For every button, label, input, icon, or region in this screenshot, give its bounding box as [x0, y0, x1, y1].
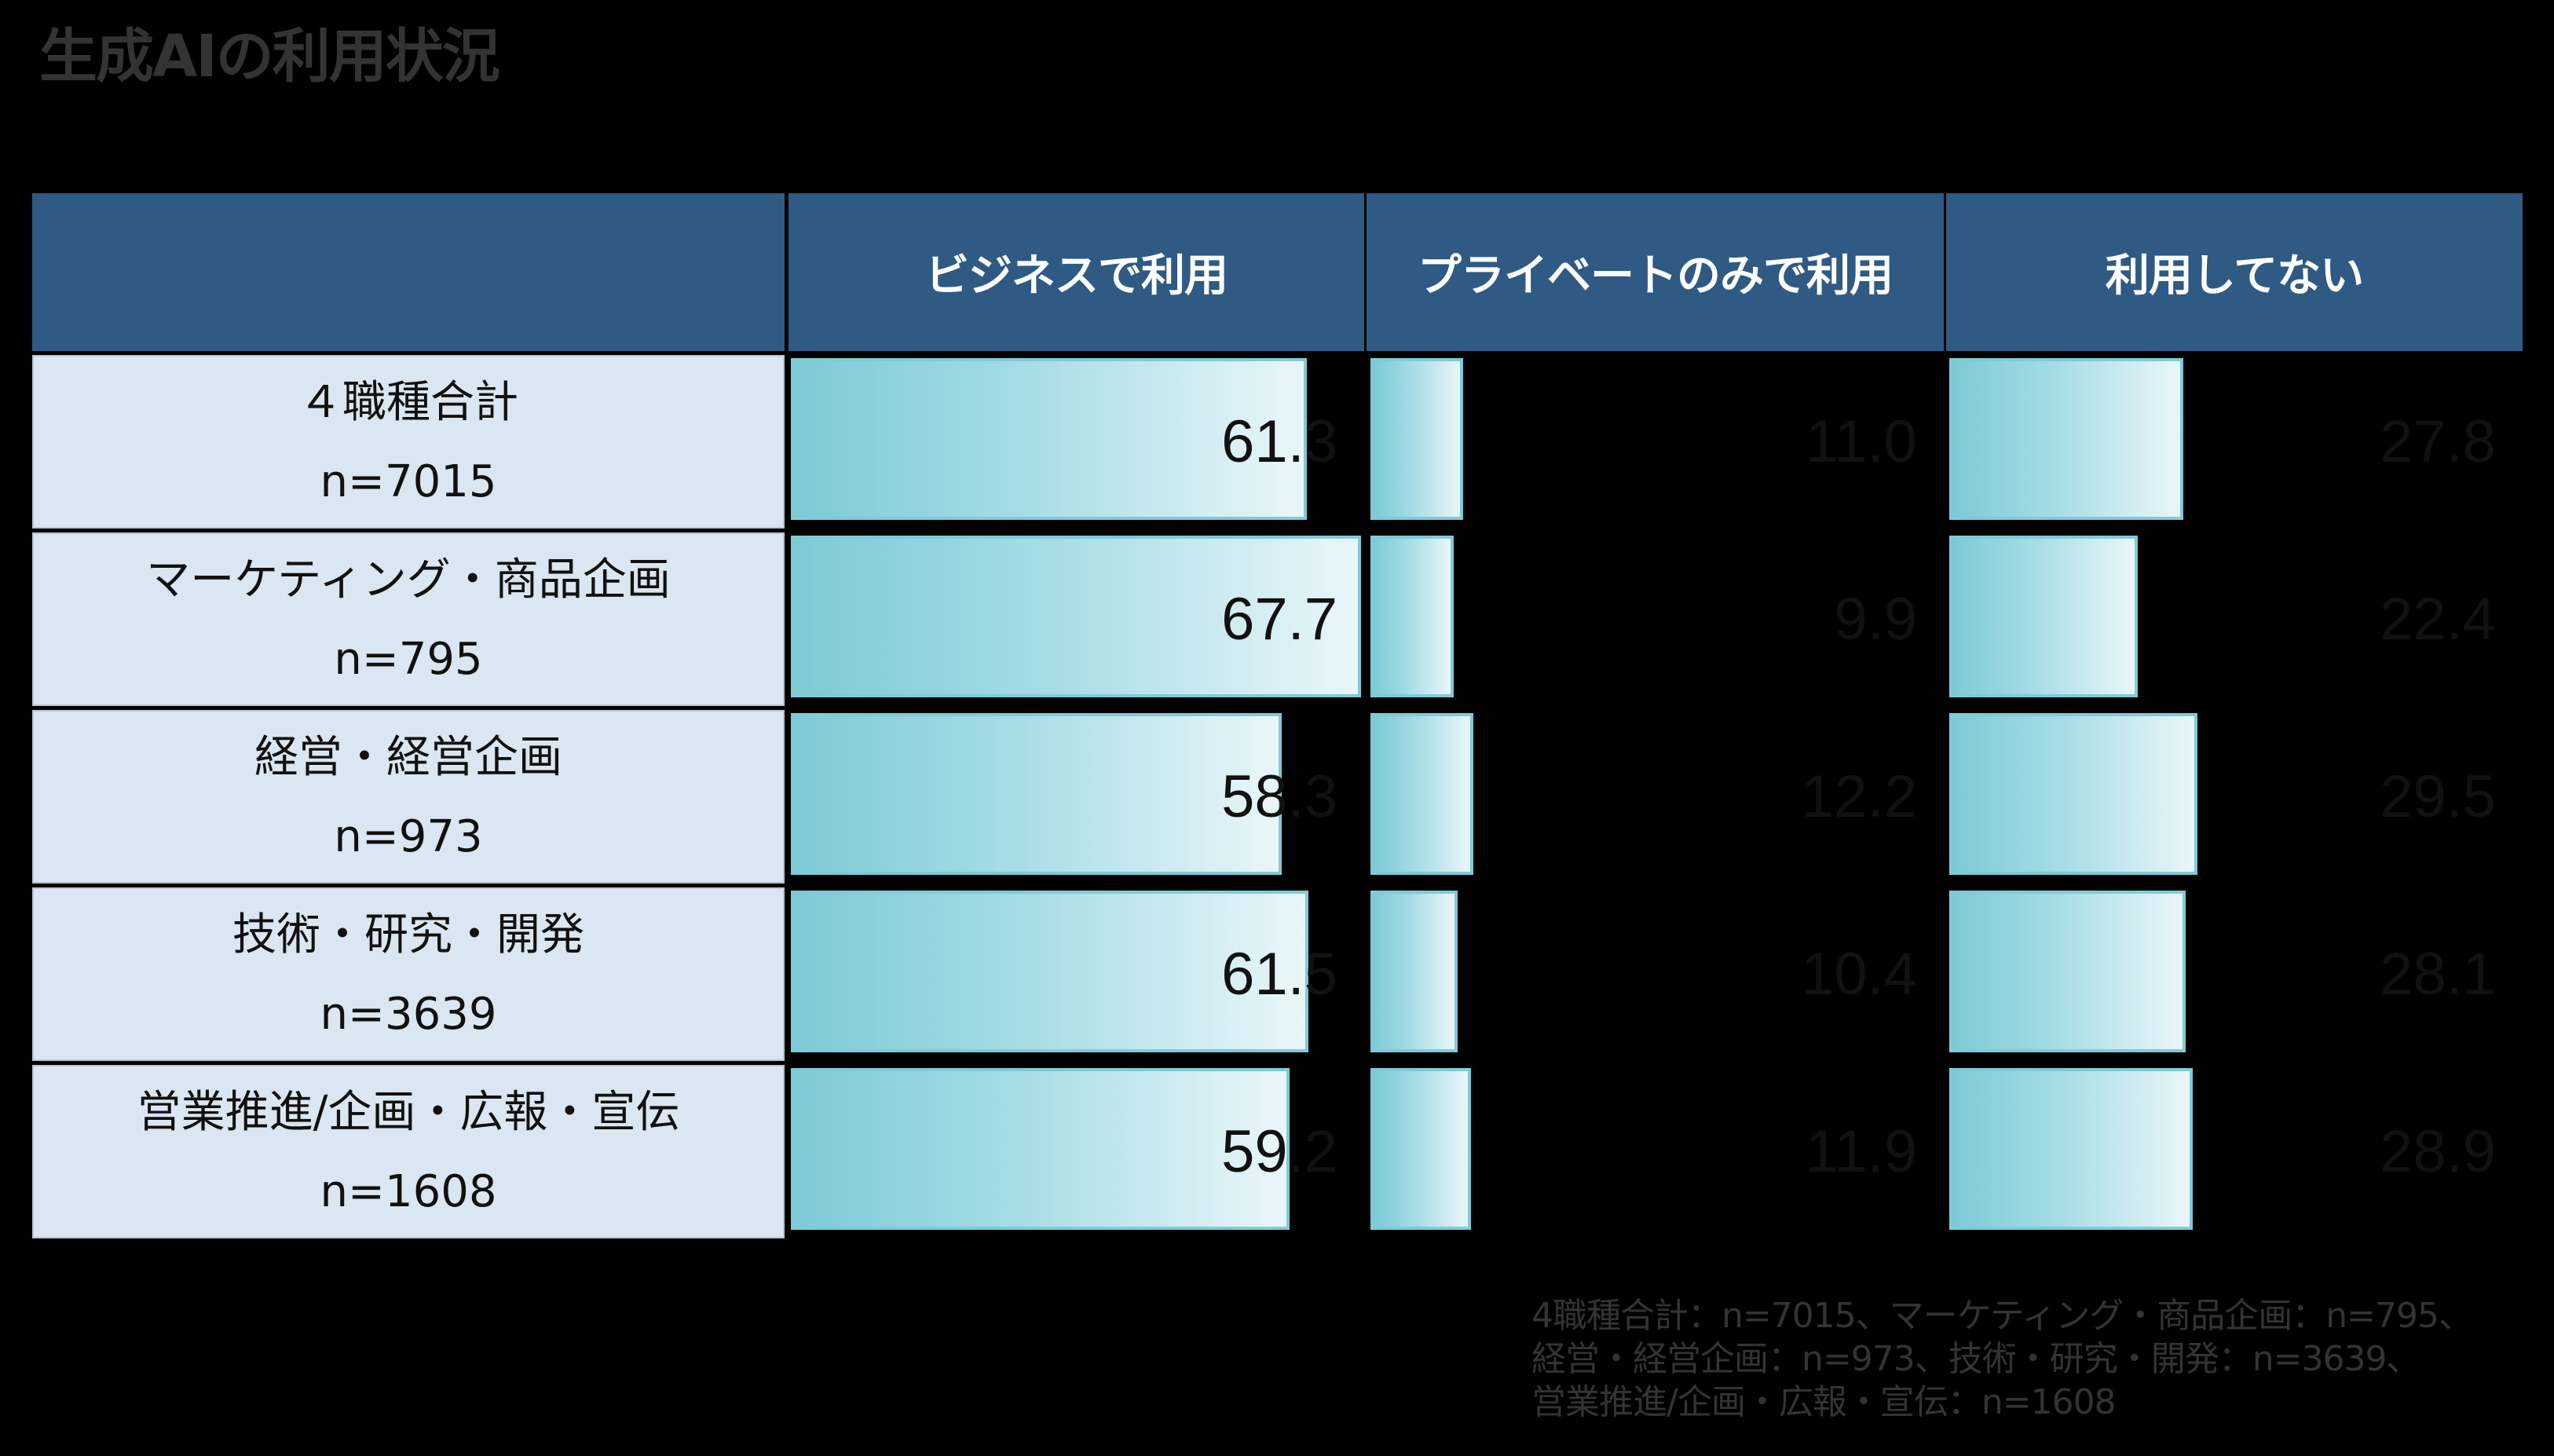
value-label: 59.2 — [1221, 1118, 1337, 1185]
footnote-line: 営業推進/企画・広報・宣伝：n=1608 — [1531, 1382, 2117, 1422]
usage-table: ビジネスで利用 プライベートのみで利用 利用してない ４職種合計 n=7015 … — [32, 193, 2523, 1238]
cell-private: 11.0 — [1367, 355, 1944, 529]
row-label-name: 営業推進/企画・広報・宣伝 — [137, 1086, 680, 1138]
row-label-sample-size: n=795 — [334, 633, 483, 685]
header-private-only: プライベートのみで利用 — [1367, 193, 1944, 351]
row-label: マーケティング・商品企画 n=795 — [32, 532, 785, 706]
row-label: ４職種合計 n=7015 — [32, 355, 785, 529]
bar-business — [791, 891, 1309, 1052]
bar-not-using — [1949, 536, 2139, 697]
cell-business: 67.7 — [789, 532, 1364, 706]
value-label: 28.1 — [2380, 941, 2496, 1008]
header-business-use: ビジネスで利用 — [789, 193, 1364, 351]
row-label-name: マーケティング・商品企画 — [146, 554, 671, 605]
cell-not-using: 28.1 — [1946, 887, 2523, 1061]
value-label: 58.3 — [1221, 763, 1337, 830]
value-label: 22.4 — [2380, 586, 2496, 653]
cell-business: 61.5 — [789, 887, 1364, 1061]
cell-private: 11.9 — [1367, 1065, 1944, 1238]
row-label-sample-size: n=973 — [334, 810, 483, 862]
bar-private — [1370, 891, 1458, 1052]
value-label: 29.5 — [2380, 763, 2496, 830]
value-label: 61.3 — [1221, 408, 1337, 475]
bar-not-using — [1949, 358, 2184, 520]
value-label: 67.7 — [1221, 586, 1337, 653]
cell-business: 58.3 — [789, 710, 1364, 883]
row-label-sample-size: n=3639 — [320, 988, 497, 1040]
value-label: 11.9 — [1805, 1118, 1917, 1185]
value-label: 10.4 — [1801, 941, 1917, 1008]
cell-private: 9.9 — [1367, 532, 1944, 706]
bar-private — [1370, 713, 1473, 875]
row-label-name: 経営・経営企画 — [254, 731, 562, 783]
bar-private — [1370, 358, 1463, 520]
cell-not-using: 27.8 — [1946, 355, 2523, 529]
value-label: 28.9 — [2380, 1118, 2496, 1185]
value-label: 27.8 — [2380, 408, 2496, 475]
row-label-sample-size: n=7015 — [320, 455, 497, 507]
footnote-line: 経営・経営企画：n=973、技術・研究・開発：n=3639、 — [1531, 1339, 2420, 1379]
cell-private: 10.4 — [1367, 887, 1944, 1061]
cell-business: 59.2 — [789, 1065, 1364, 1238]
bar-not-using — [1949, 1068, 2193, 1230]
bar-private — [1370, 1068, 1471, 1230]
footnote-line: 4職種合計：n=7015、マーケティング・商品企画：n=795、 — [1531, 1296, 2473, 1336]
header-corner-cell — [32, 193, 785, 351]
value-label: 9.9 — [1834, 586, 1917, 653]
row-label-sample-size: n=1608 — [320, 1165, 497, 1217]
row-label: 営業推進/企画・広報・宣伝 n=1608 — [32, 1065, 785, 1238]
cell-not-using: 28.9 — [1946, 1065, 2523, 1238]
row-label: 経営・経営企画 n=973 — [32, 710, 785, 883]
row-label-name: 技術・研究・開発 — [232, 909, 584, 960]
bar-not-using — [1949, 713, 2198, 875]
bar-business — [791, 536, 1361, 697]
sample-size-footnote: 4職種合計：n=7015、マーケティング・商品企画：n=795、 経営・経営企画… — [1531, 1294, 2473, 1424]
bar-business — [791, 1068, 1290, 1230]
bar-business — [791, 358, 1308, 520]
row-label-name: ４職種合計 — [298, 376, 518, 428]
bar-business — [791, 713, 1282, 875]
cell-business: 61.3 — [789, 355, 1364, 529]
value-label: 11.0 — [1805, 408, 1917, 475]
value-label: 61.5 — [1221, 941, 1337, 1008]
row-label: 技術・研究・開発 n=3639 — [32, 887, 785, 1061]
bar-not-using — [1949, 891, 2186, 1052]
bar-private — [1370, 536, 1454, 697]
cell-private: 12.2 — [1367, 710, 1944, 883]
cell-not-using: 29.5 — [1946, 710, 2523, 883]
cell-not-using: 22.4 — [1946, 532, 2523, 706]
page-title: 生成AIの利用状況 — [39, 23, 500, 90]
header-not-using: 利用してない — [1946, 193, 2523, 351]
value-label: 12.2 — [1801, 763, 1917, 830]
